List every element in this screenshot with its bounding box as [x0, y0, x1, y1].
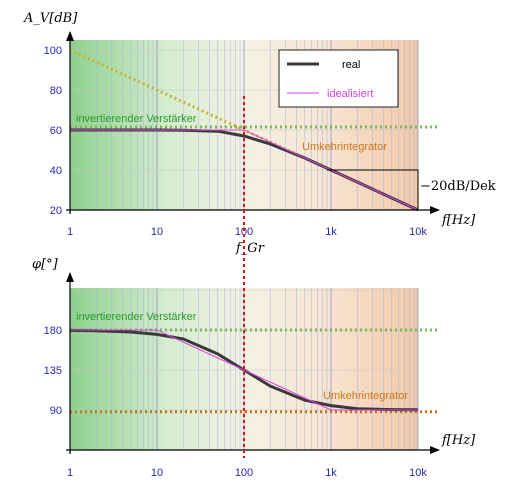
top-x-axis-label: f[Hz] [441, 213, 476, 228]
top-panel: 20 40 60 80 100 1 10 100 1k 10k −20dB/Dek invert… [23, 11, 496, 238]
corner-frequency-label: f_Gr [235, 241, 265, 256]
legend-box [278, 49, 399, 108]
top-x-tick-label: 1 [67, 226, 73, 238]
bottom-y-tick-label: 180 [44, 325, 62, 337]
top-y-tick-label: 40 [50, 165, 62, 177]
top-label-inverter: invertierender Verstärker [76, 113, 197, 125]
top-x-tick-label: 100 [235, 226, 253, 238]
slope-triangle [327, 169, 419, 210]
top-y-tick-label: 100 [44, 45, 62, 57]
top-y-axis-arrow [66, 31, 74, 41]
top-label-integrator: Umkehrintegrator [302, 141, 387, 153]
top-x-axis-arrow [430, 206, 440, 214]
top-x-tick-label: 10 [151, 226, 163, 238]
bottom-x-tick-label: 10 [151, 467, 163, 479]
bottom-x-tick-label: 1 [67, 467, 73, 479]
bottom-y-axis-label: φ[°] [32, 257, 59, 272]
top-x-tick-label: 1k [325, 226, 337, 238]
bottom-x-tick-label: 1k [325, 467, 337, 479]
top-y-tick-label: 60 [50, 125, 62, 137]
legend-label-real: real [342, 59, 360, 71]
top-x-tick-label: 10k [409, 226, 427, 238]
top-y-tick-label: 20 [50, 205, 62, 217]
bottom-label-inverter: invertierender Verstärker [76, 311, 197, 323]
bottom-x-ticks: 1 10 100 1k 10k [67, 467, 427, 479]
top-series-idealisiert [70, 129, 419, 211]
bottom-x-tick-label: 10k [409, 467, 427, 479]
slope-label: −20dB/Dek [420, 179, 496, 194]
bottom-y-axis-arrow [66, 272, 74, 282]
top-y-axis-label: A_V[dB] [23, 11, 78, 26]
bottom-x-axis-label: f[Hz] [441, 433, 476, 448]
bottom-panel: 90 135 180 1 10 100 1k 10k invertierender Vers… [32, 257, 476, 479]
bottom-y-ticks: 90 135 180 [44, 325, 62, 417]
top-x-ticks: 1 10 100 1k 10k [67, 226, 427, 238]
top-y-ticks: 20 40 60 80 100 [44, 45, 62, 217]
bottom-label-integrator: Umkehrintegrator [323, 390, 408, 402]
legend: real idealisiert [278, 49, 399, 108]
bottom-y-tick-label: 90 [50, 405, 62, 417]
bottom-x-axis-arrow [430, 446, 440, 454]
top-y-tick-label: 80 [50, 85, 62, 97]
legend-label-idealisiert: idealisiert [327, 88, 373, 100]
bottom-series-idealisiert [70, 329, 418, 411]
bottom-y-tick-label: 135 [44, 365, 62, 377]
bottom-x-tick-label: 100 [235, 467, 253, 479]
